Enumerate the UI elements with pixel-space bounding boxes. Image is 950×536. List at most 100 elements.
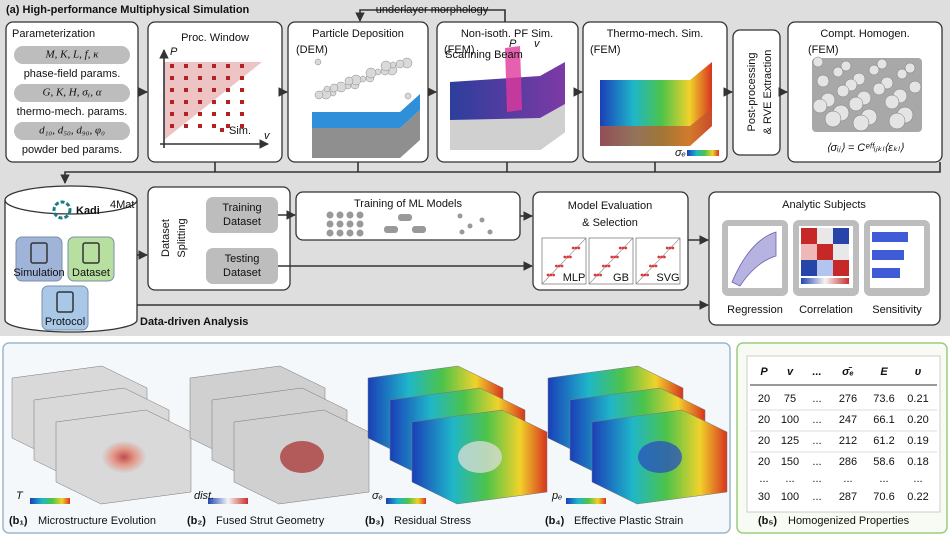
subject-label: Sensitivity (872, 304, 922, 316)
corr-cell (801, 260, 817, 276)
sim-point (212, 100, 216, 104)
slab-feature (102, 441, 146, 473)
sim-point (184, 64, 188, 68)
sim-point (226, 76, 230, 80)
dataset-pill (206, 197, 278, 233)
subject-label: Regression (727, 304, 783, 316)
kadi-logo (52, 200, 72, 220)
panel-caption: Fused Strut Geometry (216, 515, 325, 527)
corr-cell (833, 260, 849, 276)
table-cell: 66.1 (873, 414, 894, 426)
parity-point (557, 264, 561, 268)
group-label: thermo-mech. params. (17, 106, 128, 118)
model-label: SVG (656, 272, 679, 284)
parity-point (569, 255, 572, 259)
parity-point (599, 273, 602, 277)
dataset-label: Training (222, 202, 261, 214)
method: (DEM) (296, 44, 328, 56)
parity-point (596, 273, 600, 277)
rve-grain (896, 68, 908, 80)
sim-point (226, 124, 230, 128)
arrow (60, 162, 941, 184)
step-label: & RVE Extraction (762, 50, 774, 135)
table-cell: 61.2 (873, 435, 894, 447)
sim-point (198, 88, 202, 92)
colorbar-label: dist. (194, 490, 214, 502)
table-header: E (880, 366, 888, 378)
nn-node (356, 220, 364, 228)
colorbar-label: T (16, 490, 24, 502)
table-cell: ... (843, 473, 852, 485)
parity-point (602, 264, 605, 268)
table-cell: 20 (758, 456, 770, 468)
sim-point (212, 124, 216, 128)
sim-point (170, 76, 174, 80)
kadi-item (15, 236, 63, 282)
kadi-item-label: Simulation (13, 267, 64, 279)
sim-point (226, 64, 230, 68)
panel-tag: (b₂) (187, 515, 206, 527)
colorbar (208, 498, 248, 504)
colorbar (687, 150, 719, 156)
box-title: Training of ML Models (354, 198, 463, 210)
sim-point (170, 112, 174, 116)
kadi-item-label: Protocol (45, 316, 85, 328)
particle (323, 85, 331, 93)
table-cell: 0.19 (907, 435, 928, 447)
sim-point (212, 88, 216, 92)
panel-tag: (b₄) (545, 515, 565, 527)
parity-line (541, 237, 587, 285)
parity-point (610, 255, 614, 259)
slab-feature (638, 441, 682, 473)
sim-point (226, 112, 230, 116)
dataset-label: Dataset (223, 267, 261, 279)
table-header: ... (812, 366, 821, 378)
kadi-icon (30, 242, 48, 264)
substrate (312, 110, 420, 158)
parity-point (616, 255, 619, 259)
parity-point (671, 246, 675, 250)
rve-grain (836, 84, 850, 98)
sim-point (226, 88, 230, 92)
table-cell: ... (812, 393, 821, 405)
sim-point (198, 76, 202, 80)
panel-tag: (b₅) (758, 515, 777, 527)
box-title: Analytic Subjects (782, 199, 866, 211)
step-label: Post-processing (746, 53, 758, 132)
panel-caption: Microstructure Evolution (38, 515, 156, 527)
rve-grain (884, 94, 900, 110)
box-title: Compt. Homogen. (820, 28, 909, 40)
parity-point (657, 255, 661, 259)
parity-point (577, 246, 581, 250)
parity-point (663, 255, 666, 259)
sim-point (240, 124, 244, 128)
nn-node (356, 211, 364, 219)
model-label: GB (613, 272, 629, 284)
rve-grain (812, 98, 828, 114)
box-title: Non-isoth. PF Sim. (461, 28, 553, 40)
table-cell: 20 (758, 393, 770, 405)
colorbar-label: pₑ (551, 490, 562, 502)
kadi-item-label: Dataset (72, 267, 110, 279)
dataset-pill (206, 248, 278, 284)
box-title: Model Evaluation (568, 200, 652, 212)
particle (404, 92, 412, 100)
sim-point (240, 100, 244, 104)
panel-title: (a) High-performance Multiphysical Simul… (6, 4, 250, 16)
parity-point (593, 273, 597, 277)
panel-caption: Effective Plastic Strain (574, 515, 683, 527)
sim-point (240, 64, 244, 68)
sim-point (226, 100, 230, 104)
corr-cell (801, 228, 817, 244)
beam-label: v (534, 38, 541, 50)
parity-point (646, 273, 649, 277)
kadi-icon (82, 242, 100, 264)
corr-cell (833, 228, 849, 244)
parity-point (665, 246, 669, 250)
panel-tag: (b₁) (9, 515, 28, 527)
symbols: d₁₀, d₅₀, d₉₀, φ₀ (39, 125, 105, 137)
powder-bed (312, 94, 420, 128)
dataset-label: Testing (225, 253, 260, 265)
method: (FEM) (444, 44, 475, 56)
parity-point (618, 246, 622, 250)
